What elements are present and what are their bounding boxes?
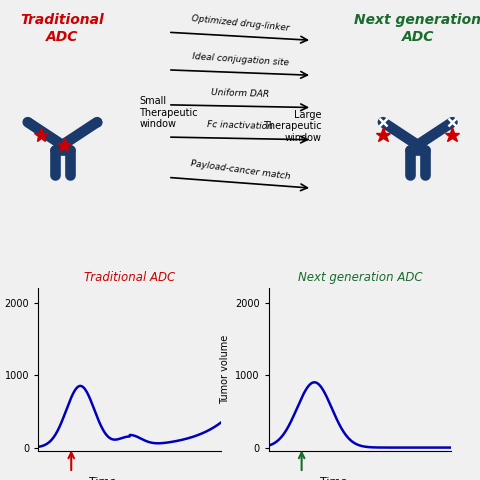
Text: Fc inactivation: Fc inactivation <box>207 120 273 132</box>
Y-axis label: Tumor volume: Tumor volume <box>219 335 229 404</box>
Title: Traditional ADC: Traditional ADC <box>84 271 175 284</box>
Title: Next generation ADC: Next generation ADC <box>298 271 422 284</box>
Text: Time: Time <box>320 477 347 480</box>
Text: Large
Therapeutic
window: Large Therapeutic window <box>263 110 322 143</box>
Text: Optimized drug-linker: Optimized drug-linker <box>191 14 290 33</box>
Text: Ideal conjugation site: Ideal conjugation site <box>192 52 289 68</box>
Text: Next generation
ADC: Next generation ADC <box>354 13 480 44</box>
Text: Time: Time <box>89 477 117 480</box>
Text: Uniform DAR: Uniform DAR <box>211 88 269 99</box>
Text: Payload-cancer match: Payload-cancer match <box>190 159 291 181</box>
Text: Traditional
ADC: Traditional ADC <box>21 13 104 44</box>
Text: Small
Therapeutic
window: Small Therapeutic window <box>139 96 198 130</box>
